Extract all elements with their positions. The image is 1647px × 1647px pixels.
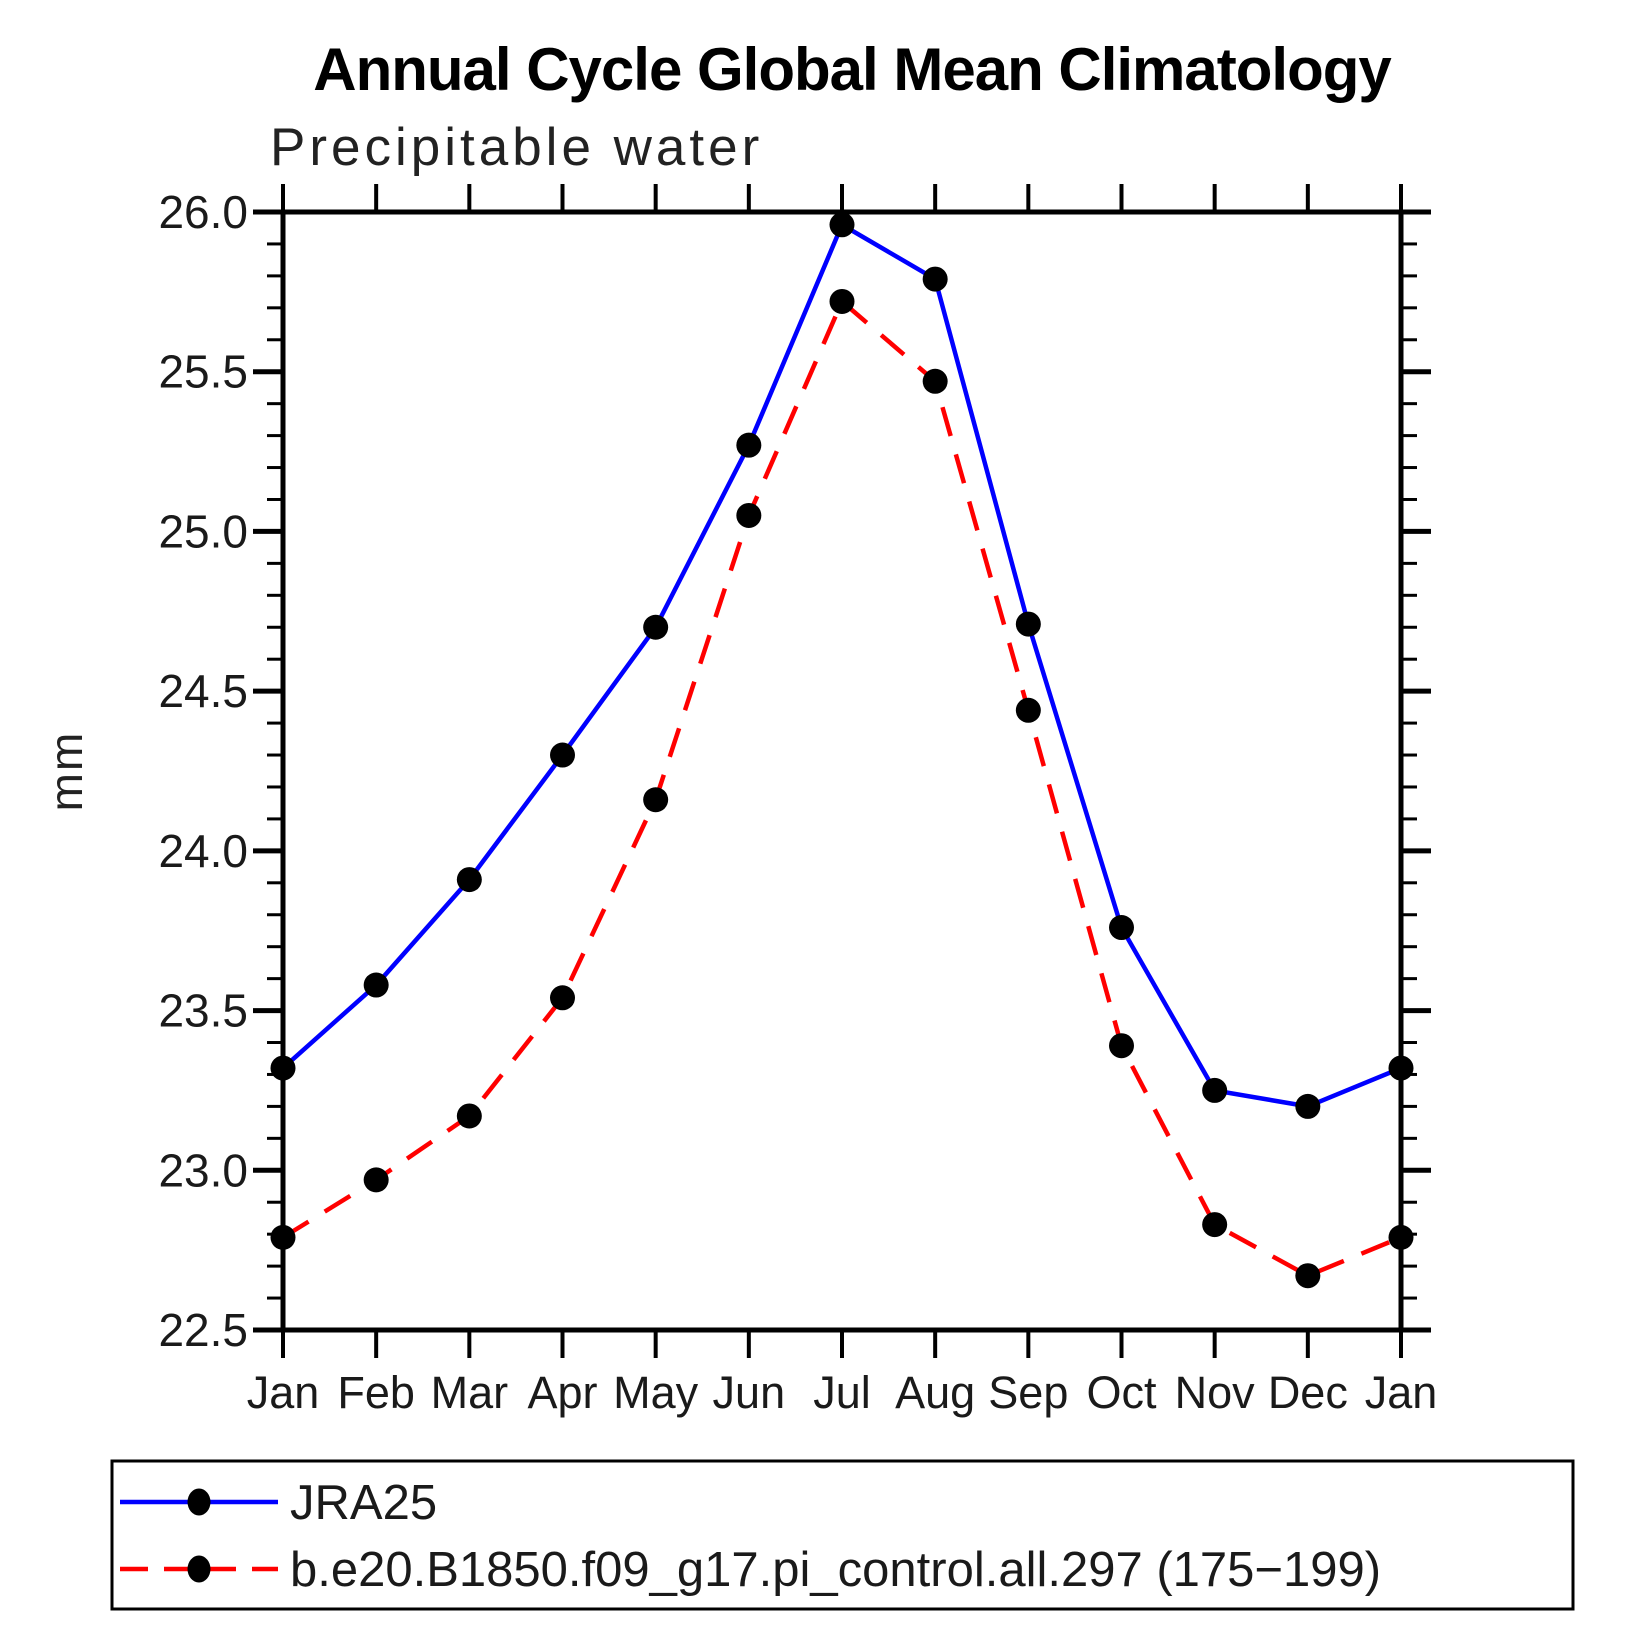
plot-border (280, 209, 1404, 1333)
data-point-marker (829, 288, 855, 314)
legend-marker-dot-icon (187, 1555, 211, 1583)
y-tick-label: 25.0 (158, 505, 248, 557)
data-point-marker (1202, 1212, 1228, 1238)
axis-tick-labels-group: 26.0 25.5 25.0 24.5 24.0 23.5 23.0 22.5 Jan Feb Ma… (158, 186, 1437, 1418)
data-point-marker (270, 1224, 296, 1250)
data-point-marker (643, 787, 669, 813)
data-point-marker (1202, 1077, 1228, 1103)
data-point-marker (1109, 915, 1134, 941)
data-series-group (270, 212, 1414, 1289)
data-point-marker (736, 502, 762, 528)
data-point-marker (922, 266, 948, 292)
data-point-marker (1295, 1093, 1321, 1119)
x-tick-label: Jul (813, 1367, 871, 1418)
y-tick-label: 23.0 (158, 1144, 248, 1196)
x-tick-label: Aug (895, 1367, 975, 1418)
data-point-marker (1015, 697, 1041, 723)
legend-label-model: b.e20.B1850.f09_g17.pi_control.all.297 (… (290, 1543, 1381, 1597)
data-point-marker (1295, 1263, 1321, 1289)
y-axis-label: mm (40, 731, 92, 812)
data-point-marker (736, 432, 762, 458)
data-point-marker (1388, 1055, 1414, 1081)
data-point-marker (643, 614, 669, 640)
axis-ticks-group (253, 184, 1431, 1358)
x-tick-label: Feb (337, 1367, 415, 1418)
x-tick-label: Sep (988, 1367, 1068, 1418)
data-point-marker (922, 368, 948, 394)
legend: JRA25 b.e20.B1850.f09_g17.pi_control.all… (110, 1459, 1575, 1611)
data-point-marker (550, 742, 575, 768)
chart-title: Annual Cycle Global Mean Climatology (313, 36, 1392, 103)
legend-label-jra25: JRA25 (290, 1476, 437, 1530)
y-tick-label: 22.5 (158, 1304, 248, 1356)
data-point-marker (1388, 1224, 1414, 1250)
x-tick-label: Jan (247, 1367, 320, 1418)
data-point-marker (270, 1055, 296, 1081)
series-line-1 (281, 297, 1402, 1279)
y-tick-label: 23.5 (158, 985, 248, 1037)
x-tick-label: Nov (1175, 1367, 1256, 1418)
x-tick-label: Dec (1268, 1367, 1348, 1418)
x-tick-label: Jun (713, 1367, 786, 1418)
series-line-0 (281, 221, 1402, 1109)
x-tick-label: May (613, 1367, 699, 1418)
x-tick-label: Jan (1365, 1367, 1438, 1418)
legend-marker-dot-icon (187, 1488, 211, 1516)
data-point-marker (829, 212, 855, 238)
data-point-marker (456, 867, 482, 893)
y-tick-label: 26.0 (158, 186, 248, 238)
data-point-marker (456, 1103, 482, 1129)
x-tick-label: Apr (527, 1367, 597, 1418)
data-point-marker (1109, 1033, 1134, 1059)
y-tick-label: 24.0 (158, 825, 248, 877)
y-tick-label: 24.5 (158, 665, 248, 717)
data-point-marker (1015, 611, 1041, 637)
data-point-marker (550, 985, 575, 1011)
chart-subtitle: Precipitable water (270, 118, 763, 177)
data-point-marker (363, 1167, 389, 1193)
y-tick-label: 25.5 (158, 346, 248, 398)
x-tick-label: Mar (431, 1367, 509, 1418)
x-tick-label: Oct (1086, 1367, 1157, 1418)
data-point-marker (363, 972, 389, 998)
legend-box (110, 1459, 1575, 1611)
